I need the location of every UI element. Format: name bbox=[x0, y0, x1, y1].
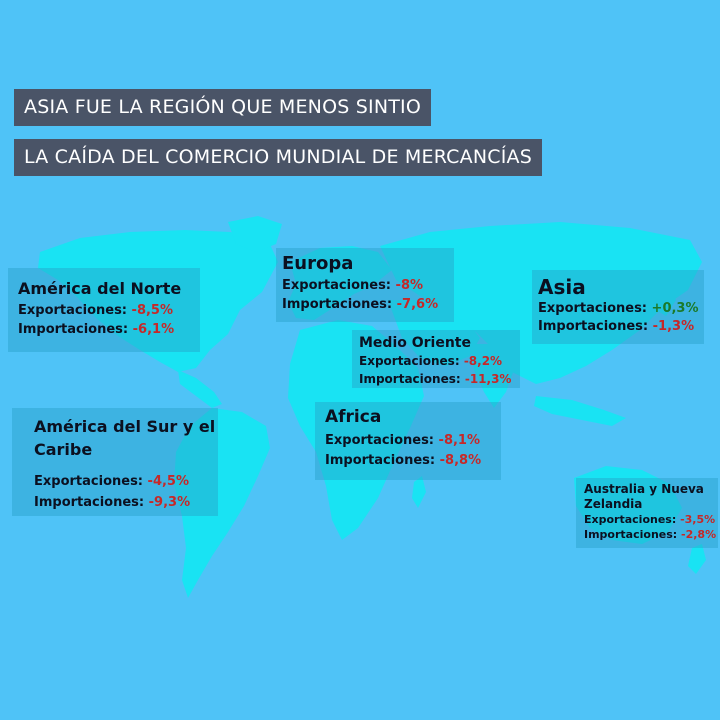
region-name: América del Sur y el Caribe bbox=[34, 417, 216, 459]
imports-value: -2,8% bbox=[681, 528, 717, 541]
imports-row: Importaciones: -7,6% bbox=[282, 295, 454, 314]
exports-label: Exportaciones: bbox=[325, 433, 435, 448]
title-line-1: ASIA FUE LA REGIÓN QUE MENOS SINTIO bbox=[14, 89, 431, 126]
imports-value: -7,6% bbox=[396, 297, 439, 312]
central-america-landmass bbox=[178, 370, 222, 408]
greenland-landmass bbox=[228, 216, 282, 252]
exports-value: -8% bbox=[395, 278, 424, 293]
imports-value: -1,3% bbox=[652, 319, 695, 334]
imports-label: Importaciones: bbox=[584, 528, 678, 541]
imports-row: Importaciones: -2,8% bbox=[584, 527, 718, 542]
imports-label: Importaciones: bbox=[325, 453, 436, 468]
region-name: América del Norte bbox=[18, 279, 182, 298]
exports-value: -4,5% bbox=[147, 474, 189, 489]
exports-row: Exportaciones: -8,1% bbox=[325, 431, 501, 451]
imports-label: Importaciones: bbox=[18, 322, 129, 337]
south-america-landmass bbox=[174, 408, 270, 598]
exports-row: Exportaciones: -4,5% bbox=[34, 471, 218, 492]
exports-value: -3,5% bbox=[680, 513, 716, 526]
exports-row: Exportaciones: -8,2% bbox=[359, 352, 520, 370]
region-name: Medio Oriente bbox=[359, 335, 471, 351]
region-middle-east: Medio Oriente Exportaciones: -8,2% Impor… bbox=[352, 330, 520, 388]
region-name: Europa bbox=[282, 253, 354, 274]
exports-value: -8,5% bbox=[131, 303, 173, 318]
asia-landmass bbox=[380, 222, 702, 384]
exports-value: +0,3% bbox=[651, 301, 699, 316]
region-europe: Europa Exportaciones: -8% Importaciones:… bbox=[276, 248, 454, 322]
title-line-2: LA CAÍDA DEL COMERCIO MUNDIAL DE MERCANC… bbox=[14, 139, 542, 176]
north-america-landmass bbox=[38, 230, 278, 372]
imports-value: -6,1% bbox=[132, 322, 175, 337]
imports-label: Importaciones: bbox=[282, 297, 393, 312]
region-name: Australia y Nueva Zelandia bbox=[584, 482, 704, 511]
exports-value: -8,2% bbox=[463, 354, 503, 368]
europe-landmass bbox=[288, 246, 392, 320]
region-name: Africa bbox=[325, 407, 382, 427]
australia-landmass bbox=[574, 466, 682, 544]
imports-value: -11,3% bbox=[464, 372, 512, 386]
region-north-america: América del Norte Exportaciones: -8,5% I… bbox=[8, 268, 200, 352]
exports-label: Exportaciones: bbox=[538, 301, 648, 316]
region-africa: Africa Exportaciones: -8,1% Importacione… bbox=[315, 402, 501, 480]
imports-label: Importaciones: bbox=[538, 319, 649, 334]
imports-row: Importaciones: -8,8% bbox=[325, 451, 501, 471]
imports-row: Importaciones: -11,3% bbox=[359, 370, 520, 388]
exports-row: Exportaciones: -8% bbox=[282, 276, 454, 295]
imports-label: Importaciones: bbox=[359, 372, 461, 386]
region-name: Asia bbox=[538, 275, 586, 299]
exports-label: Exportaciones: bbox=[34, 474, 144, 489]
imports-value: -8,8% bbox=[439, 453, 482, 468]
japan-landmass bbox=[656, 286, 676, 316]
exports-value: -8,1% bbox=[438, 433, 480, 448]
exports-label: Exportaciones: bbox=[584, 513, 677, 526]
africa-landmass bbox=[288, 320, 424, 540]
imports-row: Importaciones: -1,3% bbox=[538, 318, 704, 336]
exports-row: Exportaciones: -3,5% bbox=[584, 512, 718, 527]
imports-label: Importaciones: bbox=[34, 495, 145, 510]
exports-label: Exportaciones: bbox=[359, 354, 460, 368]
madagascar-landmass bbox=[412, 476, 426, 508]
imports-row: Importaciones: -9,3% bbox=[34, 492, 218, 513]
imports-value: -9,3% bbox=[148, 495, 191, 510]
exports-row: Exportaciones: +0,3% bbox=[538, 300, 704, 318]
indonesia-landmass bbox=[534, 396, 626, 426]
new-zealand-landmass bbox=[688, 544, 706, 574]
middle-east-landmass bbox=[388, 300, 480, 366]
region-south-america-caribbean: América del Sur y el Caribe Exportacione… bbox=[12, 408, 218, 516]
region-australia-new-zealand: Australia y Nueva Zelandia Exportaciones… bbox=[576, 478, 718, 548]
india-landmass bbox=[470, 344, 516, 408]
exports-label: Exportaciones: bbox=[282, 278, 392, 293]
imports-row: Importaciones: -6,1% bbox=[18, 320, 200, 339]
exports-label: Exportaciones: bbox=[18, 303, 128, 318]
exports-row: Exportaciones: -8,5% bbox=[18, 301, 200, 320]
region-asia: Asia Exportaciones: +0,3% Importaciones:… bbox=[532, 270, 704, 344]
